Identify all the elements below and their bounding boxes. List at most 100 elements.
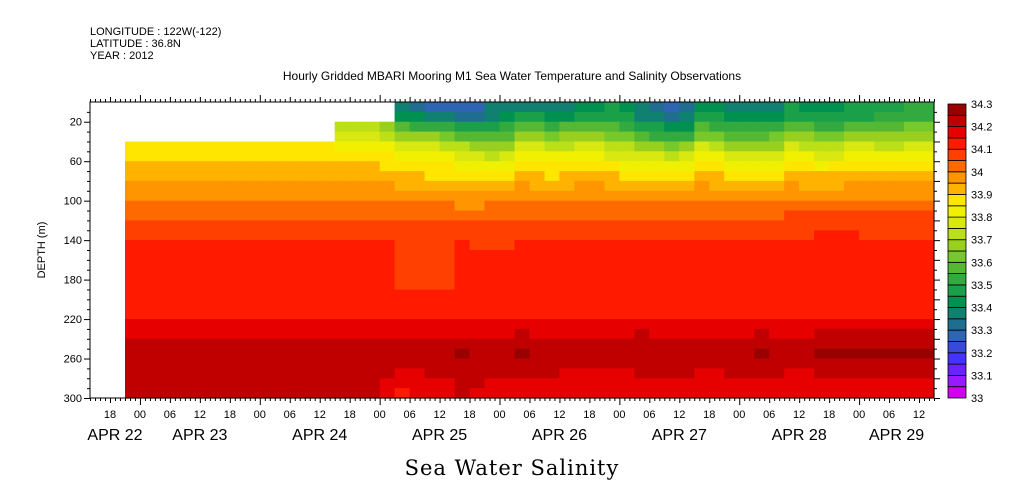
heatmap-cell xyxy=(694,299,710,310)
heatmap-cell xyxy=(529,368,546,379)
heatmap-cell xyxy=(499,388,516,399)
heatmap-cell xyxy=(334,388,351,399)
heatmap-cell xyxy=(769,378,785,389)
heatmap-cell xyxy=(214,220,231,231)
heatmap-cell xyxy=(604,230,620,241)
heatmap-cell xyxy=(574,289,590,300)
heatmap-cell xyxy=(619,190,635,202)
heatmap-cell xyxy=(919,368,935,379)
heatmap-cell xyxy=(559,210,575,221)
heatmap-cell xyxy=(604,328,620,340)
heatmap-cell xyxy=(394,368,411,379)
heatmap-cell xyxy=(619,299,635,310)
heatmap-cell xyxy=(619,348,635,360)
heatmap-cell xyxy=(409,102,426,113)
heatmap-cell xyxy=(829,230,845,241)
heatmap-cell xyxy=(244,269,261,281)
heatmap-cell xyxy=(499,171,516,182)
colorbar-label: 33.7 xyxy=(971,235,992,247)
heatmap-cell xyxy=(424,269,441,281)
heatmap-cell xyxy=(364,279,381,291)
heatmap-cell xyxy=(829,338,845,350)
heatmap-cell xyxy=(559,269,575,281)
heatmap-cell xyxy=(739,171,755,182)
heatmap-cell xyxy=(154,319,171,330)
heatmap-cell xyxy=(199,190,216,202)
heatmap-cell xyxy=(424,309,441,320)
x-tick-label: 12 xyxy=(553,409,565,421)
heatmap-cell xyxy=(409,180,426,192)
heatmap-cell xyxy=(349,121,366,133)
colorbar-swatch xyxy=(947,307,967,320)
heatmap-cell xyxy=(364,151,381,162)
heatmap-cell xyxy=(814,190,830,202)
heatmap-cell xyxy=(874,200,890,212)
heatmap-cell xyxy=(514,259,531,271)
heatmap-cell xyxy=(604,348,620,360)
heatmap-cell xyxy=(244,299,261,310)
heatmap-cell xyxy=(874,250,890,261)
heatmap-cell xyxy=(574,368,590,379)
heatmap-cell xyxy=(229,171,246,182)
heatmap-cell xyxy=(679,378,695,389)
heatmap-cell xyxy=(349,180,366,192)
heatmap-cell xyxy=(259,368,276,379)
heatmap-cell xyxy=(184,309,201,320)
heatmap-cell xyxy=(289,210,306,221)
heatmap-cell xyxy=(184,378,201,389)
heatmap-cell xyxy=(814,200,830,212)
heatmap-cell xyxy=(694,319,710,330)
heatmap-cell xyxy=(844,259,860,271)
heatmap-cell xyxy=(169,388,186,399)
heatmap-cell xyxy=(814,141,830,152)
heatmap-cell xyxy=(499,210,516,221)
heatmap-cell xyxy=(454,338,471,350)
heatmap-cell xyxy=(709,210,725,221)
heatmap-cell xyxy=(454,319,471,330)
heatmap-cell xyxy=(439,378,456,389)
heatmap-cell xyxy=(469,250,486,261)
heatmap-cell xyxy=(769,309,785,320)
heatmap-cell xyxy=(334,279,351,291)
heatmap-cell xyxy=(724,131,740,143)
heatmap-cell xyxy=(364,230,381,241)
heatmap-cell xyxy=(424,210,441,221)
heatmap-cell xyxy=(799,171,815,182)
heatmap-cell xyxy=(469,388,486,399)
heatmap-cell xyxy=(889,141,905,152)
heatmap-cell xyxy=(499,131,516,143)
heatmap-cell xyxy=(334,250,351,261)
heatmap-cell xyxy=(349,171,366,182)
heatmap-cell xyxy=(874,309,890,320)
heatmap-cell xyxy=(634,348,650,360)
heatmap-cell xyxy=(844,309,860,320)
heatmap-cell xyxy=(769,388,785,399)
heatmap-cell xyxy=(589,131,605,143)
heatmap-cell xyxy=(649,348,665,360)
heatmap-cell xyxy=(409,319,426,330)
heatmap-cell xyxy=(544,131,561,143)
heatmap-cell xyxy=(559,240,575,251)
heatmap-cell xyxy=(409,200,426,212)
heatmap-cell xyxy=(274,190,291,202)
heatmap-cell xyxy=(334,328,351,340)
heatmap-cell xyxy=(754,121,770,133)
heatmap-cell xyxy=(469,220,486,231)
heatmap-cell xyxy=(154,289,171,300)
heatmap-cell xyxy=(439,151,456,162)
heatmap-cell xyxy=(274,279,291,291)
heatmap-cell xyxy=(904,131,920,143)
heatmap-cell xyxy=(439,131,456,143)
heatmap-cell xyxy=(694,102,710,113)
heatmap-cell xyxy=(469,378,486,389)
heatmap-cell xyxy=(664,259,680,271)
heatmap-cell xyxy=(424,368,441,379)
x-tick-label: 18 xyxy=(703,409,715,421)
heatmap-cell xyxy=(439,210,456,221)
heatmap-cell xyxy=(889,111,905,123)
heatmap-cell xyxy=(394,358,411,369)
heatmap-cell xyxy=(499,151,516,162)
heatmap-cell xyxy=(184,279,201,291)
heatmap-cell xyxy=(574,388,590,399)
heatmap-cell xyxy=(274,319,291,330)
